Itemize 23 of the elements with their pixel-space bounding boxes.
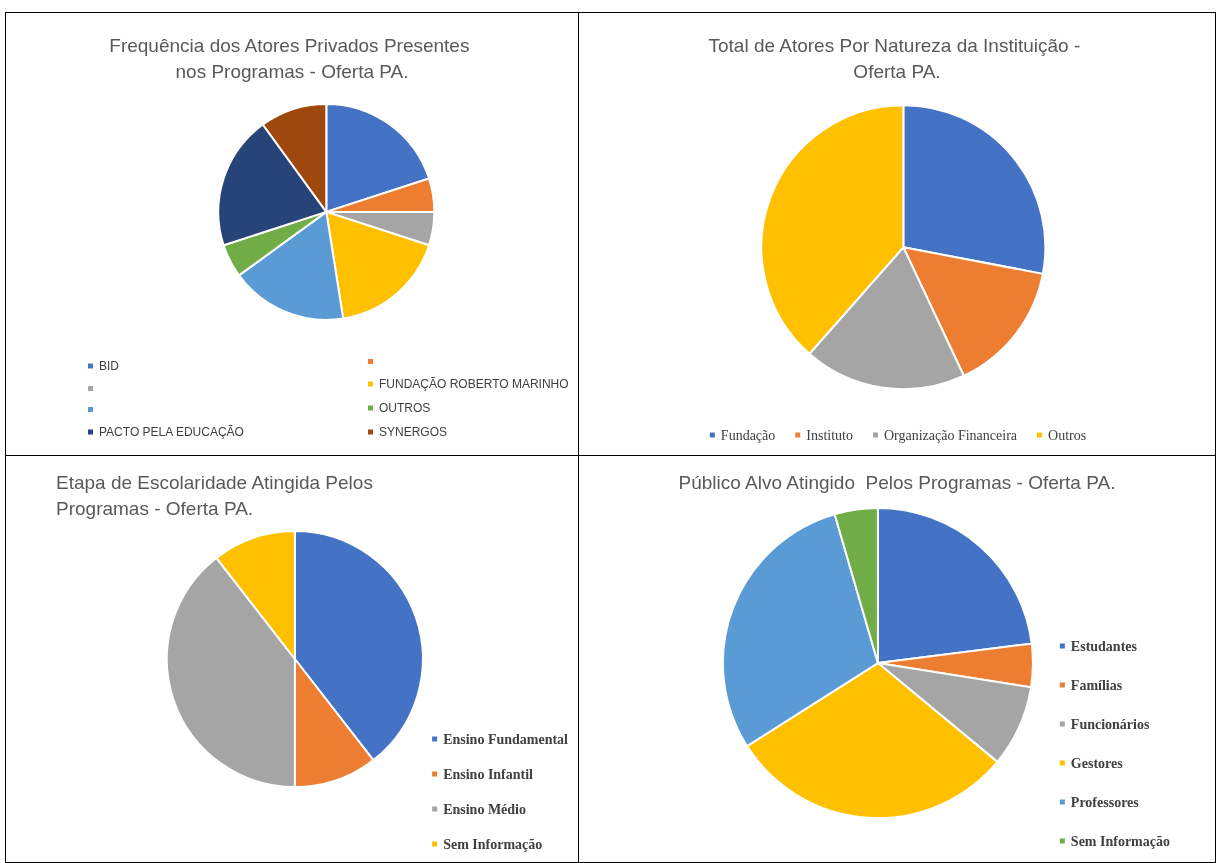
chart-title: Público Alvo Atingido Pelos Programas - Oferta PA. bbox=[678, 471, 1116, 493]
chart-title: Total de Atores Por Natureza da Instituição - Oferta PA. bbox=[708, 34, 1086, 82]
legend-label: Professores bbox=[1070, 794, 1140, 810]
legend-label: Ensino Médio bbox=[443, 801, 526, 817]
legend-label: Ensino Infantil bbox=[443, 766, 534, 782]
legend-label: FUNDAÇÃO ROBERTO MARINHO bbox=[379, 377, 569, 391]
legend-label: BID bbox=[99, 359, 120, 373]
legend-label: OUTROS bbox=[379, 401, 431, 415]
legend-label: Funcionários bbox=[1070, 716, 1150, 732]
chart-title: Frequência dos Atores Privados Presentes nos Programas - Oferta PA. bbox=[109, 34, 475, 82]
legend-label: Outros bbox=[1048, 427, 1087, 443]
legend-label: SYNERGOS bbox=[379, 425, 448, 439]
legend-label: Sem Informação bbox=[1070, 833, 1171, 849]
legend-label: Instituto bbox=[806, 427, 853, 443]
legend-label: Sem Informação bbox=[443, 836, 543, 852]
legend-label: Ensino Fundamental bbox=[443, 731, 569, 747]
chart-title: Etapa de Escolaridade Atingida Pelos Programas - Oferta PA. bbox=[56, 471, 379, 519]
legend-label: Gestores bbox=[1070, 755, 1124, 771]
legend-label: PACTO PELA EDUCAÇÃO bbox=[99, 425, 244, 439]
legend-label: Fundação bbox=[720, 427, 776, 443]
legend-label: Famílias bbox=[1070, 677, 1123, 693]
legend-label: Estudantes bbox=[1070, 638, 1138, 654]
legend-label: Organização Financeira bbox=[883, 427, 1018, 443]
